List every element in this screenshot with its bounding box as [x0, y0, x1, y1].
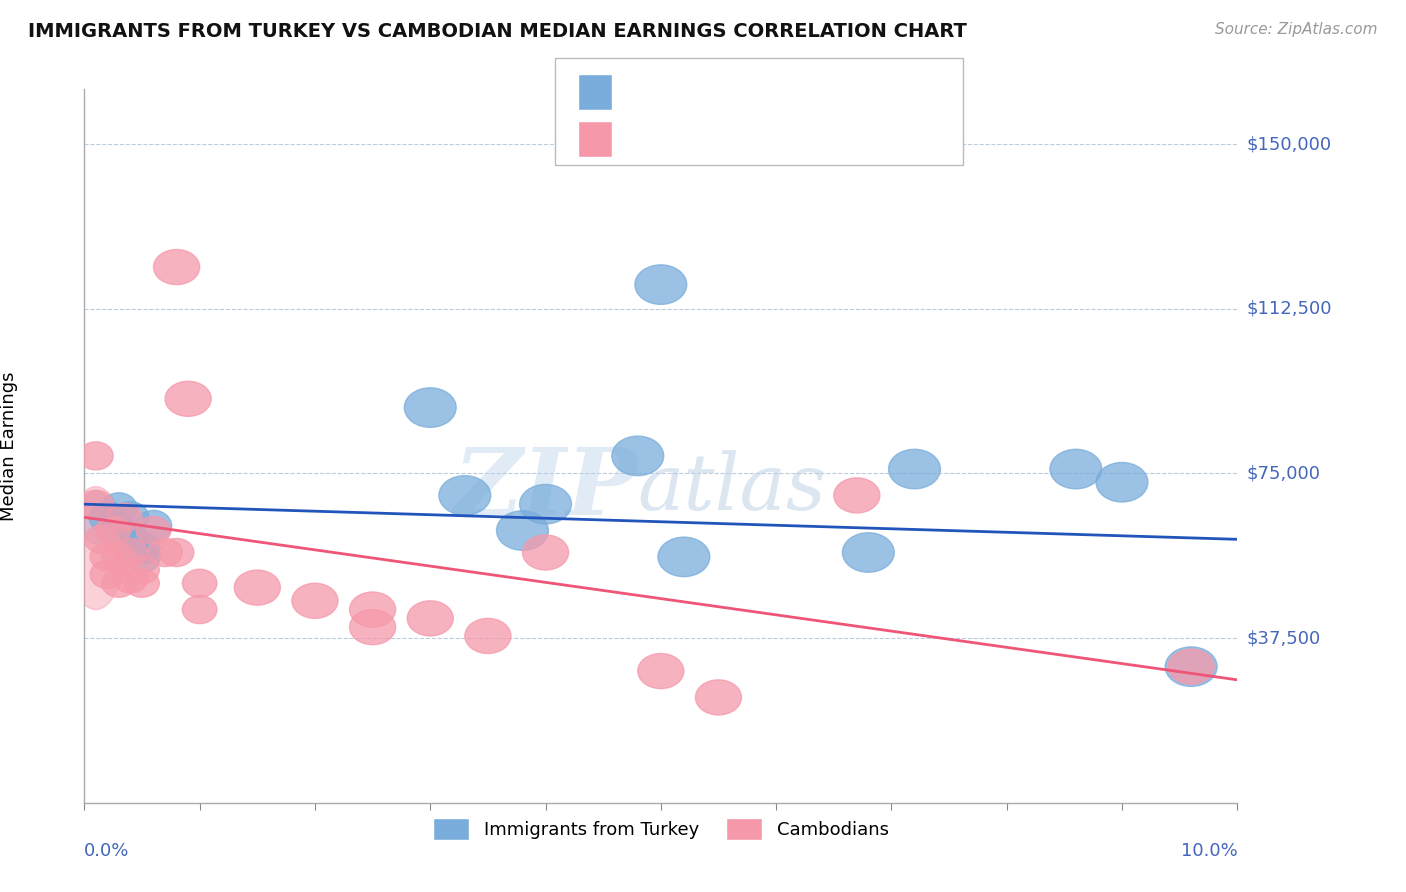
Ellipse shape [136, 516, 172, 545]
Ellipse shape [114, 565, 148, 593]
Ellipse shape [638, 654, 683, 689]
Ellipse shape [125, 556, 159, 584]
Ellipse shape [1050, 450, 1102, 489]
Ellipse shape [636, 265, 686, 304]
Ellipse shape [112, 501, 149, 533]
Ellipse shape [101, 515, 138, 546]
Ellipse shape [90, 543, 125, 571]
Ellipse shape [79, 491, 112, 544]
Ellipse shape [696, 680, 741, 715]
Ellipse shape [89, 501, 125, 533]
Ellipse shape [834, 478, 880, 513]
Text: IMMIGRANTS FROM TURKEY VS CAMBODIAN MEDIAN EARNINGS CORRELATION CHART: IMMIGRANTS FROM TURKEY VS CAMBODIAN MEDI… [28, 22, 967, 41]
Ellipse shape [350, 592, 395, 627]
Ellipse shape [235, 570, 280, 605]
Text: atlas: atlas [638, 450, 827, 527]
Text: $37,500: $37,500 [1247, 629, 1320, 647]
Ellipse shape [439, 475, 491, 516]
Text: $112,500: $112,500 [1247, 300, 1331, 318]
Ellipse shape [107, 503, 142, 532]
Ellipse shape [125, 569, 159, 598]
Ellipse shape [101, 492, 138, 524]
Ellipse shape [159, 539, 194, 566]
Text: Source: ZipAtlas.com: Source: ZipAtlas.com [1215, 22, 1378, 37]
Ellipse shape [350, 609, 395, 645]
Ellipse shape [465, 618, 510, 654]
Ellipse shape [1166, 647, 1218, 687]
Text: R = -0.389   N = 37: R = -0.389 N = 37 [624, 130, 801, 148]
Ellipse shape [1097, 462, 1147, 502]
Ellipse shape [183, 569, 217, 598]
Ellipse shape [153, 250, 200, 285]
Ellipse shape [135, 510, 172, 542]
Ellipse shape [79, 442, 112, 470]
Ellipse shape [520, 484, 571, 524]
Ellipse shape [84, 525, 120, 553]
Ellipse shape [165, 381, 211, 417]
Ellipse shape [408, 601, 453, 636]
Legend: Immigrants from Turkey, Cambodians: Immigrants from Turkey, Cambodians [426, 811, 896, 847]
Ellipse shape [183, 596, 217, 624]
Text: R = -0.166   N = 21: R = -0.166 N = 21 [624, 83, 801, 101]
Ellipse shape [90, 560, 125, 589]
Ellipse shape [124, 541, 160, 573]
Ellipse shape [124, 533, 160, 564]
Ellipse shape [523, 535, 568, 570]
Ellipse shape [96, 516, 131, 545]
Ellipse shape [842, 533, 894, 573]
Ellipse shape [114, 539, 148, 566]
Ellipse shape [148, 539, 183, 566]
Ellipse shape [612, 436, 664, 475]
Text: $75,000: $75,000 [1247, 465, 1320, 483]
Ellipse shape [79, 490, 112, 518]
Text: $150,000: $150,000 [1247, 135, 1331, 153]
Ellipse shape [889, 450, 941, 489]
Ellipse shape [658, 537, 710, 576]
Ellipse shape [496, 511, 548, 550]
Text: Median Earnings: Median Earnings [0, 371, 18, 521]
Text: ZIP: ZIP [454, 444, 638, 533]
Ellipse shape [67, 487, 125, 609]
Ellipse shape [292, 583, 337, 618]
Ellipse shape [101, 569, 136, 598]
Text: 10.0%: 10.0% [1181, 842, 1237, 860]
Ellipse shape [101, 543, 136, 571]
Ellipse shape [405, 388, 456, 427]
Text: 0.0%: 0.0% [84, 842, 129, 860]
Ellipse shape [112, 524, 149, 555]
Ellipse shape [1168, 649, 1215, 684]
